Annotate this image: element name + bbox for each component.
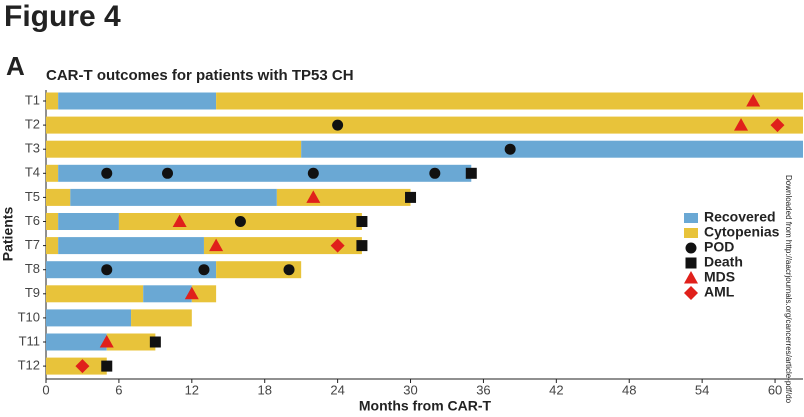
segment <box>70 188 277 206</box>
segment <box>58 92 217 110</box>
y-tick-label: T1 <box>25 92 40 107</box>
segment <box>46 164 59 182</box>
segment <box>58 213 119 230</box>
segment <box>46 188 71 206</box>
event-marker <box>734 118 749 131</box>
event-marker <box>465 167 477 179</box>
event-marker <box>307 167 319 179</box>
segment <box>131 309 192 327</box>
event-marker <box>356 240 368 252</box>
y-tick-label: T10 <box>18 309 40 324</box>
legend-swatch <box>684 213 698 223</box>
y-tick-label: T2 <box>25 117 40 132</box>
legend-symbol <box>684 286 698 300</box>
y-tick-label: T9 <box>25 285 40 300</box>
event-marker <box>101 360 113 372</box>
event-marker <box>101 264 113 276</box>
segment <box>46 237 59 255</box>
segment <box>58 164 472 182</box>
legend-label: Cytopenias <box>704 224 780 240</box>
y-tick-label: T7 <box>25 237 40 252</box>
segment <box>216 92 803 110</box>
x-tick-label: 42 <box>549 382 563 397</box>
event-marker <box>209 238 224 252</box>
event-marker <box>101 167 113 179</box>
segment <box>143 285 192 303</box>
x-tick-label: 48 <box>622 382 636 397</box>
segment <box>46 333 107 351</box>
event-marker <box>306 190 321 203</box>
event-marker <box>770 118 785 133</box>
event-marker <box>99 335 114 348</box>
event-marker <box>330 238 345 253</box>
legend-label: AML <box>704 284 735 300</box>
watermark: Downloaded from http://aacrjournals.org/… <box>784 175 793 404</box>
y-tick-label: T6 <box>25 213 40 228</box>
segment <box>46 92 59 110</box>
x-tick-label: 12 <box>185 382 199 397</box>
segment <box>46 285 144 303</box>
y-tick-label: T8 <box>25 261 40 276</box>
x-tick-label: 24 <box>330 382 344 397</box>
segment <box>46 261 217 279</box>
y-axis-label: Patients <box>0 207 16 262</box>
event-marker <box>149 336 161 348</box>
segment <box>216 261 302 279</box>
x-tick-label: 36 <box>476 382 490 397</box>
event-marker <box>429 167 441 179</box>
event-marker <box>234 216 246 227</box>
x-tick-label: 30 <box>403 382 417 397</box>
segment <box>301 140 803 158</box>
segment <box>276 188 411 206</box>
event-marker <box>332 119 344 131</box>
event-marker <box>162 167 174 179</box>
event-marker <box>184 286 199 300</box>
x-tick-label: 54 <box>695 382 709 397</box>
legend-symbol <box>684 271 698 284</box>
segment <box>46 309 132 327</box>
chart-title: CAR-T outcomes for patients with TP53 CH <box>46 67 354 84</box>
event-marker <box>405 191 417 203</box>
figure-label: Figure 4 <box>4 0 121 33</box>
y-tick-label: T3 <box>25 141 40 156</box>
legend-label: POD <box>704 239 734 255</box>
legend-label: Death <box>704 254 743 270</box>
legend-swatch <box>684 228 698 238</box>
event-marker <box>172 214 187 227</box>
y-tick-label: T4 <box>25 165 40 180</box>
x-tick-label: 18 <box>257 382 271 397</box>
y-tick-label: T5 <box>25 189 40 204</box>
event-marker <box>75 359 90 374</box>
legend-label: Recovered <box>704 209 776 225</box>
segment <box>46 116 803 134</box>
legend-symbol <box>685 257 697 269</box>
y-tick-label: T11 <box>19 333 40 348</box>
segment <box>46 140 302 158</box>
legend-symbol <box>685 242 697 254</box>
x-axis-label: Months from CAR-T <box>359 398 492 414</box>
event-marker <box>746 94 761 107</box>
panel-label: A <box>6 51 25 81</box>
segment <box>46 213 59 230</box>
y-tick-label: T12 <box>18 358 40 373</box>
segment <box>203 237 362 255</box>
x-tick-label: 6 <box>115 382 122 397</box>
x-tick-label: 60 <box>768 382 782 397</box>
event-marker <box>198 264 210 276</box>
segment <box>106 333 156 351</box>
event-marker <box>283 264 295 276</box>
x-tick-label: 0 <box>42 382 49 397</box>
legend-label: MDS <box>704 269 735 285</box>
event-marker <box>504 143 516 155</box>
event-marker <box>356 216 368 227</box>
segment <box>58 237 204 255</box>
